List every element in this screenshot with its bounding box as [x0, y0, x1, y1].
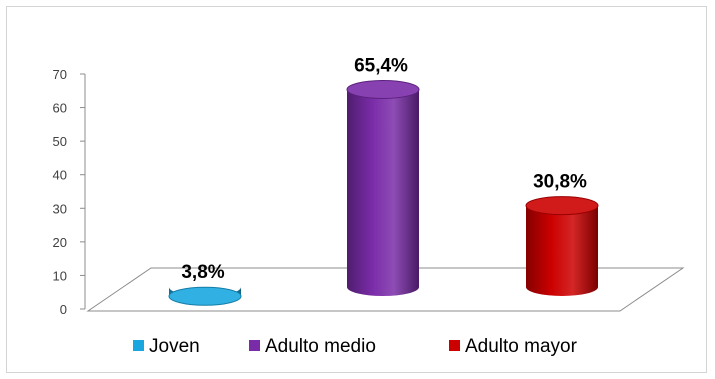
legend-label: Joven: [149, 336, 200, 357]
legend-item: Adulto medio: [249, 336, 376, 357]
bar-top: [168, 286, 242, 306]
y-tick-label: 20: [53, 235, 67, 250]
bar-adulto-medio: [346, 79, 420, 296]
y-tick-label: 50: [53, 134, 67, 149]
y-tick-label: 70: [53, 67, 67, 82]
y-axis: 0 10 20 30 40 50 60 70: [53, 67, 86, 317]
data-label: 65,4%: [354, 55, 408, 76]
legend: Joven Adulto medio Adulto mayor: [133, 336, 578, 357]
legend-swatch: [133, 340, 144, 351]
y-tick-label: 40: [53, 168, 67, 183]
legend-item: Adulto mayor: [449, 336, 578, 357]
y-tick-label: 10: [53, 268, 67, 283]
y-tick-label: 30: [53, 201, 67, 216]
legend-swatch: [449, 340, 460, 351]
bar-joven: [168, 286, 242, 306]
legend-swatch: [249, 340, 260, 351]
bar-adulto-mayor: [525, 196, 599, 296]
legend-label: Adulto mayor: [465, 336, 578, 357]
bar-top: [525, 196, 599, 216]
data-label: 3,8%: [181, 262, 224, 283]
y-tick-label: 60: [53, 101, 67, 116]
data-label: 30,8%: [533, 172, 587, 193]
bars: [168, 79, 599, 306]
bar-top: [346, 79, 420, 99]
y-tick-label: 0: [60, 302, 67, 317]
bar-body: [526, 205, 598, 296]
bar-body: [347, 89, 419, 296]
legend-item: Joven: [133, 336, 200, 357]
data-labels: 3,8% 65,4% 30,8%: [181, 55, 587, 283]
legend-label: Adulto medio: [265, 336, 376, 357]
